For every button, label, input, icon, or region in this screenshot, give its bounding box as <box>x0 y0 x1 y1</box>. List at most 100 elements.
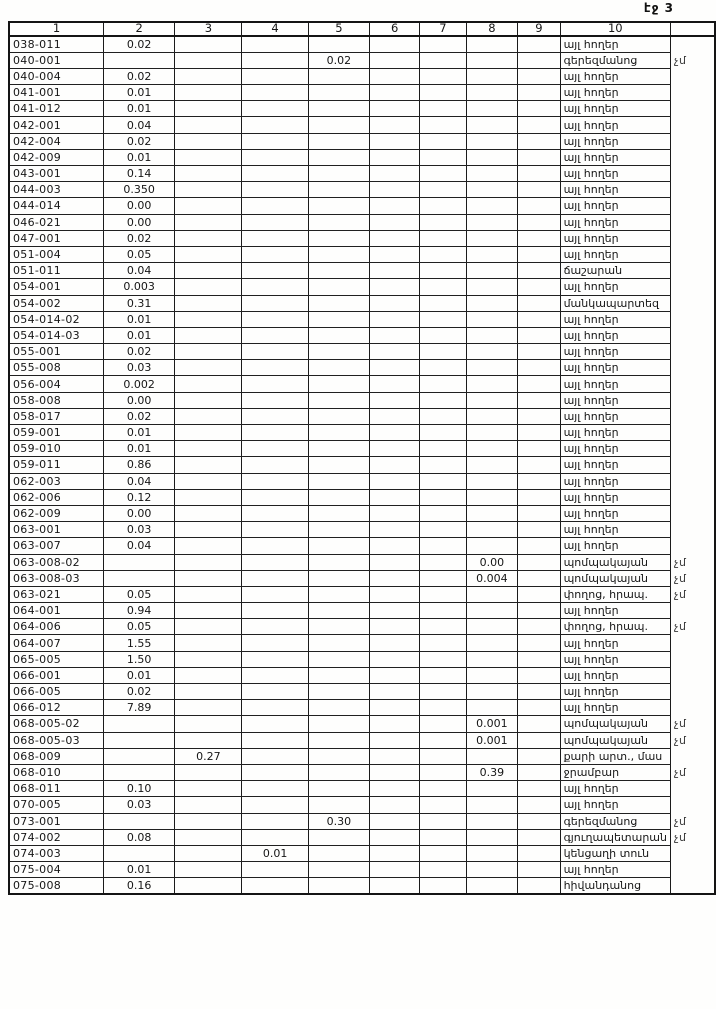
margin-note <box>670 311 715 328</box>
cell-land-use: այլ հողեր <box>559 213 672 231</box>
cell-col4-value <box>241 278 309 296</box>
cell-col8-value <box>465 51 519 69</box>
cell-col5-value <box>307 877 371 895</box>
table-row: 063-008-02 0.00 պոմպակայան չմ <box>8 553 715 571</box>
cell-col2-value: 0.02 <box>103 407 176 426</box>
cell-col5-value <box>307 666 371 685</box>
cell-col2-value: 0.00 <box>103 197 176 215</box>
cell-parcel-code: 064-001 <box>8 602 105 620</box>
cell-col8-value <box>465 294 519 312</box>
table-row: 059-011 0.86 այլ հողեր <box>8 456 715 474</box>
cell-col2-value <box>103 553 176 571</box>
cell-col3-value <box>174 828 243 846</box>
cell-col8-value <box>465 634 519 652</box>
cell-col5-value <box>307 731 371 749</box>
cell-col5-value <box>307 634 371 652</box>
cell-col8-value <box>465 537 519 555</box>
cell-land-use: պոմպակայան <box>559 731 672 749</box>
table-row: 075-004 0.01 այլ հողեր <box>8 861 715 879</box>
cell-col9-value <box>517 343 561 361</box>
cell-col4-value <box>241 181 309 199</box>
cell-col5-value <box>307 569 371 587</box>
cell-col7-value <box>419 456 467 474</box>
cell-col3-value <box>174 310 243 328</box>
cell-col9-value <box>517 715 561 733</box>
cell-col6-value <box>369 294 421 312</box>
cell-parcel-code: 042-009 <box>8 148 105 167</box>
cell-col7-value <box>419 440 467 458</box>
cell-col8-value <box>465 650 519 668</box>
cell-col6-value <box>369 262 421 280</box>
cell-col4-value <box>241 602 309 620</box>
cell-parcel-code: 066-012 <box>8 699 105 717</box>
cell-col5-value <box>307 472 371 490</box>
cell-col2-value: 0.12 <box>103 488 176 506</box>
cell-land-use: այլ հողեր <box>559 100 672 118</box>
cell-col7-value <box>419 181 467 199</box>
cell-col6-value <box>369 537 421 555</box>
cell-col2-value: 1.50 <box>103 650 176 668</box>
cell-col4-value <box>241 812 309 830</box>
cell-col9-value <box>517 181 561 199</box>
table-row: 054-014-02 0.01 այլ հողեր <box>8 310 715 328</box>
cell-col3-value <box>174 569 243 587</box>
cell-col9-value <box>517 812 561 830</box>
cell-col3-value <box>174 861 243 879</box>
cell-col6-value <box>369 148 421 167</box>
cell-col9-value <box>517 359 561 377</box>
table-row: 044-003 0.350 այլ հողեր <box>8 181 715 199</box>
margin-note: չմ <box>670 813 715 830</box>
cell-col3-value <box>174 343 243 361</box>
cell-col4-value <box>241 359 309 377</box>
cell-col5-value <box>307 650 371 668</box>
cell-col6-value <box>369 440 421 458</box>
cell-col8-value <box>465 861 519 879</box>
cell-col2-value <box>103 812 176 830</box>
cell-col4-value <box>241 84 309 102</box>
table-row: 062-003 0.04 այլ հողեր <box>8 472 715 490</box>
cell-land-use: այլ հողեր <box>559 164 672 183</box>
cell-col2-value: 0.01 <box>103 326 176 345</box>
cell-col5-value <box>307 375 371 393</box>
cell-col5-value <box>307 326 371 345</box>
cell-col4-value <box>241 472 309 490</box>
cell-col2-value <box>103 844 176 863</box>
table-row: 042-001 0.04 այլ հողեր <box>8 116 715 134</box>
cell-land-use: այլ հողեր <box>559 391 672 409</box>
cell-col2-value: 0.02 <box>103 132 176 150</box>
margin-note <box>670 537 715 554</box>
cell-parcel-code: 055-001 <box>8 343 105 361</box>
cell-col8-value <box>465 666 519 685</box>
cell-col9-value <box>517 310 561 328</box>
cell-col6-value <box>369 634 421 652</box>
cell-parcel-code: 051-011 <box>8 262 105 280</box>
cell-col2-value: 0.02 <box>103 343 176 361</box>
cell-col8-value <box>465 812 519 830</box>
table-row: 068-010 0.39 ջրամբար չմ <box>8 763 715 782</box>
cell-col5-value <box>307 148 371 167</box>
cell-parcel-code: 074-003 <box>8 844 105 863</box>
cell-col7-value <box>419 763 467 782</box>
cell-col2-value: 0.05 <box>103 585 176 604</box>
margin-note <box>670 68 715 85</box>
cell-col8-value <box>465 326 519 345</box>
margin-note <box>670 683 715 700</box>
cell-col3-value <box>174 812 243 830</box>
cell-col2-value: 0.86 <box>103 456 176 474</box>
cell-parcel-code: 041-012 <box>8 100 105 118</box>
cell-col8-value <box>465 780 519 798</box>
cell-col9-value <box>517 488 561 506</box>
cell-col3-value <box>174 456 243 474</box>
cell-parcel-code: 056-004 <box>8 375 105 393</box>
col-header-3: 3 <box>174 21 243 37</box>
cell-col7-value <box>419 747 467 765</box>
cell-col7-value <box>419 245 467 264</box>
cell-col6-value <box>369 375 421 393</box>
cell-col6-value <box>369 35 421 53</box>
cell-col3-value: 0.27 <box>174 747 243 765</box>
cell-parcel-code: 046-021 <box>8 213 105 231</box>
cell-col5-value <box>307 213 371 231</box>
cell-col9-value <box>517 634 561 652</box>
cell-land-use: այլ հողեր <box>559 310 672 328</box>
